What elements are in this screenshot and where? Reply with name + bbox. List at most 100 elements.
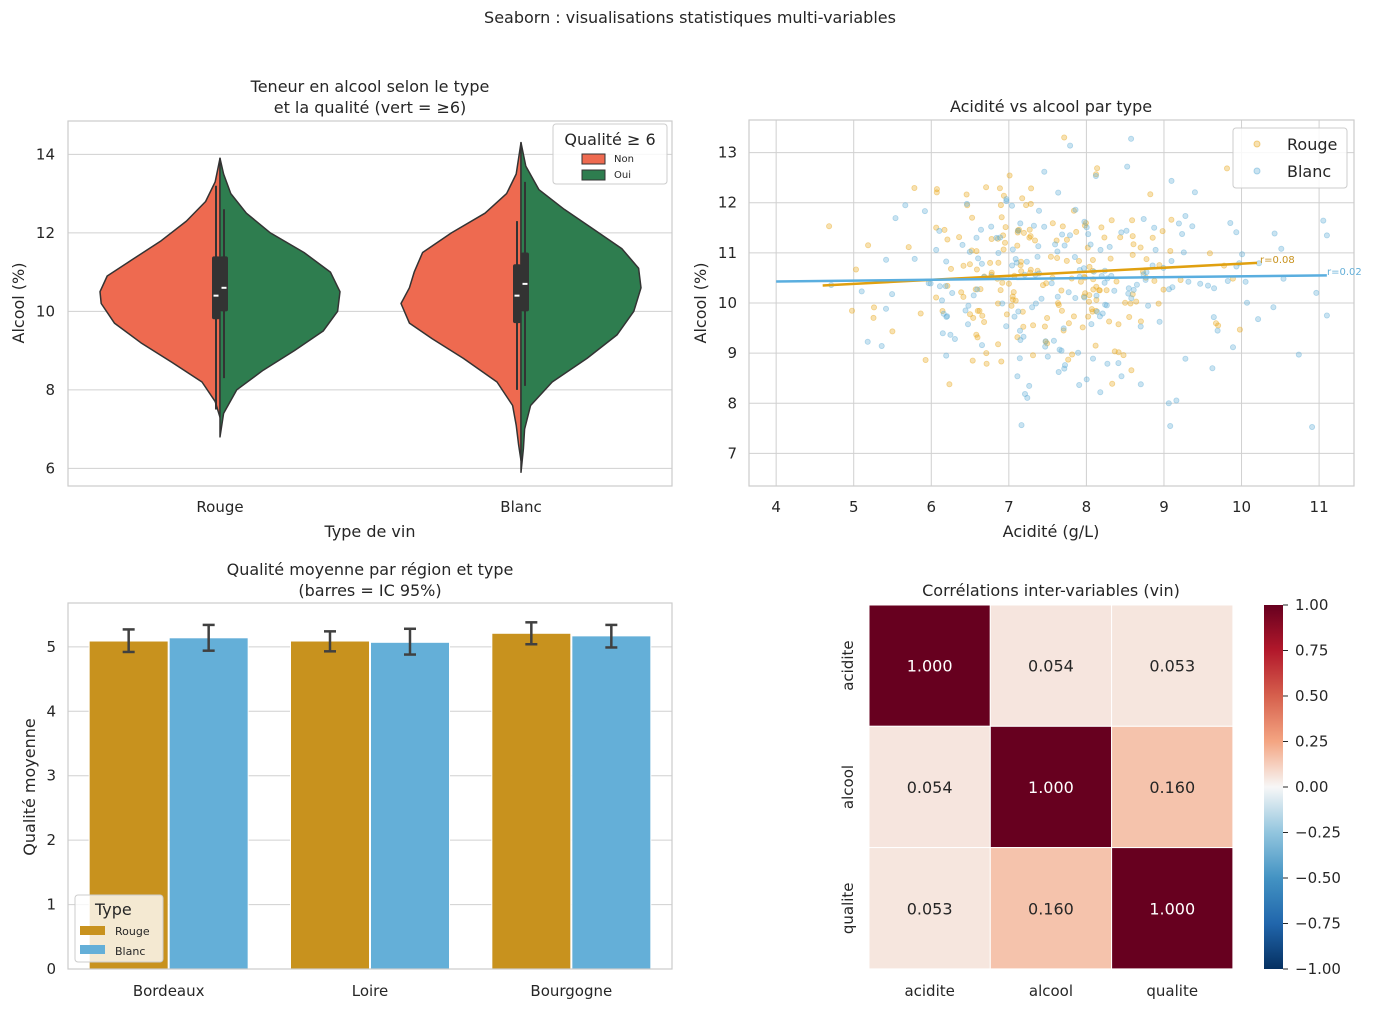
violin-bodies bbox=[99, 141, 642, 474]
heatmap-cell-value: 0.053 bbox=[907, 899, 953, 918]
scatter-x-tick-label: 4 bbox=[771, 498, 781, 516]
bars-error-bars bbox=[122, 621, 618, 656]
bars-y-tick-label: 5 bbox=[46, 638, 56, 656]
scatter-point-rouge bbox=[1120, 352, 1127, 359]
scatter-point-blanc bbox=[1133, 281, 1140, 288]
scatter-point-rouge bbox=[1005, 280, 1012, 287]
scatter-point-rouge bbox=[905, 244, 912, 251]
scatter-point-blanc bbox=[1003, 323, 1010, 330]
colorbar-tick-label: −0.50 bbox=[1295, 869, 1341, 887]
scatter-point-rouge bbox=[1084, 244, 1091, 251]
scatter-point-blanc bbox=[1227, 219, 1234, 226]
scatter-point-blanc bbox=[1128, 295, 1135, 302]
scatter-point-rouge bbox=[1098, 224, 1105, 231]
scatter-point-rouge bbox=[944, 282, 951, 289]
scatter-point-rouge bbox=[946, 381, 953, 388]
scatter-point-blanc bbox=[1061, 242, 1068, 249]
scatter-regression-line-rouge bbox=[822, 261, 1258, 287]
scatter-point-blanc bbox=[962, 307, 969, 314]
scatter-point-blanc bbox=[1062, 362, 1069, 369]
scatter-point-rouge bbox=[1086, 298, 1093, 305]
scatter-point-blanc bbox=[1233, 229, 1240, 236]
scatter-point-rouge bbox=[948, 265, 955, 272]
heatmap-cell-value: 0.054 bbox=[1028, 657, 1074, 676]
heatmap-cell bbox=[1111, 847, 1234, 970]
scatter-point-blanc bbox=[1030, 222, 1037, 229]
scatter-point-rouge bbox=[1055, 300, 1062, 307]
scatter-point-blanc bbox=[1168, 177, 1175, 184]
scatter-point-blanc bbox=[1175, 220, 1182, 227]
bars-x-tick-label: Bourgogne bbox=[530, 982, 612, 1000]
scatter-point-blanc bbox=[1270, 304, 1277, 311]
scatter-point-rouge bbox=[1093, 296, 1100, 303]
scatter-point-blanc bbox=[1137, 381, 1144, 388]
scatter-point-rouge bbox=[1108, 217, 1115, 224]
scatter-r-label-blanc: r=0.02 bbox=[1327, 267, 1362, 278]
scatter-point-rouge bbox=[1077, 278, 1084, 285]
scatter-point-blanc bbox=[1038, 295, 1045, 302]
scatter-point-rouge bbox=[1137, 318, 1144, 325]
scatter-point-blanc bbox=[944, 313, 951, 320]
violin-y-tick-label: 6 bbox=[45, 459, 55, 477]
scatter-point-rouge bbox=[1014, 227, 1021, 234]
scatter-point-blanc bbox=[1167, 422, 1174, 429]
scatter-point-rouge bbox=[1115, 349, 1122, 356]
scatter-point-blanc bbox=[864, 338, 871, 345]
scatter-point-blanc bbox=[1003, 198, 1010, 205]
scatter-x-tick-label: 7 bbox=[1004, 498, 1014, 516]
scatter-point-rouge bbox=[1019, 308, 1026, 315]
scatter-point-rouge bbox=[1151, 277, 1158, 284]
scatter-point-rouge bbox=[1047, 253, 1054, 260]
scatter-point-rouge bbox=[1006, 172, 1013, 179]
scatter-point-rouge bbox=[1129, 291, 1136, 298]
scatter-point-rouge bbox=[994, 235, 1001, 242]
bars-legend-label-rouge: Rouge bbox=[115, 925, 150, 938]
scatter-x-tick-label: 5 bbox=[849, 498, 859, 516]
scatter-point-blanc bbox=[1173, 397, 1180, 404]
bars-y-tick-label: 2 bbox=[46, 831, 56, 849]
scatter-point-blanc bbox=[1211, 285, 1218, 292]
scatter-point-rouge bbox=[964, 202, 971, 209]
scatter-point-rouge bbox=[1088, 306, 1095, 313]
bar-rouge-loire bbox=[290, 640, 370, 970]
heatmap-cell bbox=[868, 604, 991, 727]
scatter-point-rouge bbox=[1103, 287, 1110, 294]
violin-ylabel: Alcool (%) bbox=[9, 263, 28, 344]
scatter-point-blanc bbox=[1278, 245, 1285, 252]
scatter-point-rouge bbox=[889, 328, 896, 335]
scatter-point-blanc bbox=[1096, 313, 1103, 320]
scatter-point-blanc bbox=[1130, 286, 1137, 293]
scatter-point-blanc bbox=[997, 234, 1004, 241]
scatter-point-blanc bbox=[1011, 313, 1018, 320]
scatter-point-rouge bbox=[997, 287, 1004, 294]
scatter-point-rouge bbox=[966, 261, 973, 268]
scatter-point-blanc bbox=[1035, 243, 1042, 250]
scatter-point-rouge bbox=[944, 236, 951, 243]
scatter-point-blanc bbox=[1013, 259, 1020, 266]
scatter-point-blanc bbox=[1189, 223, 1196, 230]
scatter-point-rouge bbox=[1063, 257, 1070, 264]
scatter-point-blanc bbox=[940, 310, 947, 317]
scatter-point-rouge bbox=[1014, 229, 1021, 236]
bars-legend: Type Rouge Blanc bbox=[74, 894, 164, 963]
scatter-point-blanc bbox=[1052, 241, 1059, 248]
scatter-point-blanc bbox=[1103, 302, 1110, 309]
scatter-point-blanc bbox=[988, 223, 995, 230]
scatter-point-blanc bbox=[1099, 310, 1106, 317]
scatter-point-blanc bbox=[1230, 344, 1237, 351]
scatter-point-blanc bbox=[1140, 215, 1147, 222]
bars-panel: 0 1 2 3 4 5 Bordeaux Loire Bourgogne Qualité mo… bbox=[20, 560, 673, 1000]
heatmap-y-label: acidite bbox=[839, 640, 857, 690]
scatter-y-tick-label: 11 bbox=[718, 244, 737, 262]
scatter-point-rouge bbox=[996, 185, 1003, 192]
scatter-point-blanc bbox=[936, 227, 943, 234]
scatter-point-blanc bbox=[979, 342, 986, 349]
scatter-point-blanc bbox=[1088, 321, 1095, 328]
violin-frame bbox=[67, 120, 673, 487]
scatter-point-rouge bbox=[1160, 286, 1167, 293]
bars-ylabel: Qualité moyenne bbox=[20, 718, 39, 855]
scatter-point-rouge bbox=[999, 279, 1006, 286]
scatter-point-blanc bbox=[1058, 347, 1065, 354]
scatter-point-rouge bbox=[998, 358, 1005, 365]
